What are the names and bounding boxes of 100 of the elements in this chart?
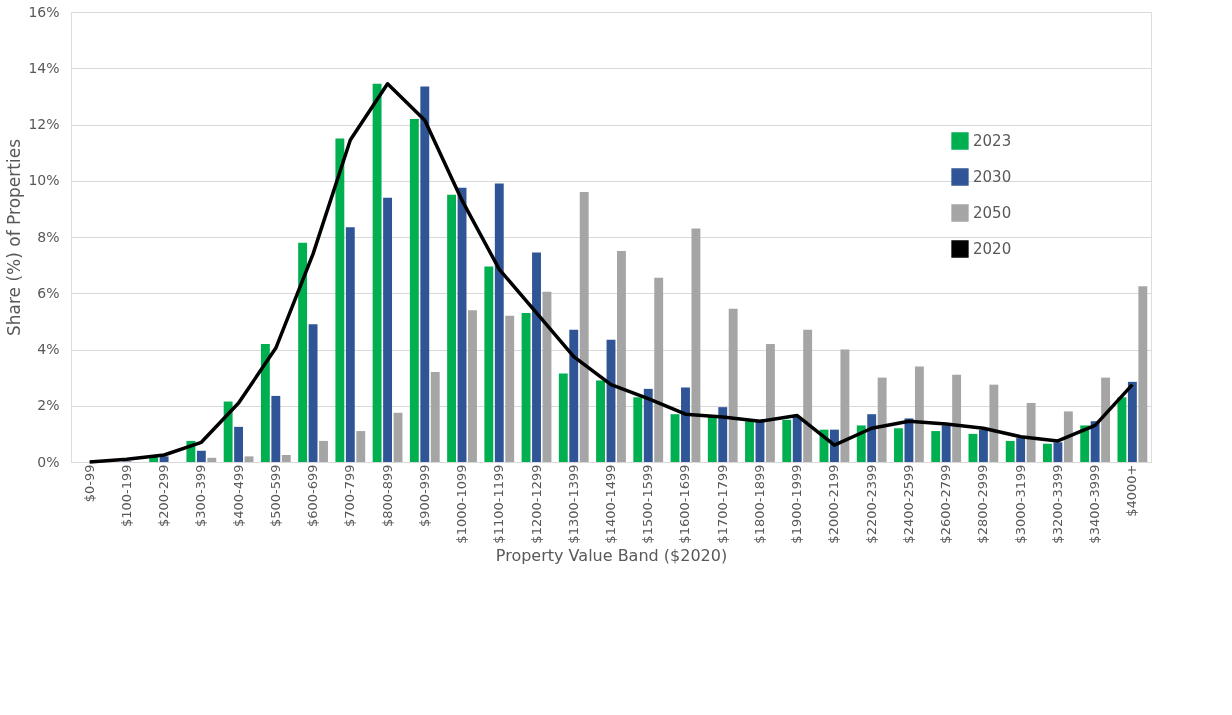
x-tick-label: $1400-1499 bbox=[603, 464, 618, 544]
bar bbox=[681, 387, 690, 462]
bar bbox=[617, 251, 626, 462]
bar bbox=[1005, 440, 1015, 462]
bar bbox=[1090, 421, 1100, 462]
bar bbox=[931, 431, 941, 462]
x-tick-label: $200-299 bbox=[156, 464, 172, 528]
bar bbox=[894, 428, 903, 462]
bar bbox=[728, 308, 738, 462]
bar bbox=[654, 277, 664, 462]
bar bbox=[952, 374, 962, 462]
x-axis-title: Property Value Band ($2020) bbox=[495, 545, 728, 565]
y-tick-label: 12% bbox=[28, 116, 60, 132]
x-tick-label: $700-799 bbox=[342, 464, 358, 528]
bar bbox=[1053, 442, 1063, 462]
line-series bbox=[87, 81, 1135, 464]
x-tick-label: $2600-2799 bbox=[938, 464, 954, 544]
x-tick-label: $2400-2599 bbox=[900, 464, 916, 544]
x-tick-label: $0-99 bbox=[81, 464, 97, 503]
x-tick-label: $1700-1799 bbox=[714, 464, 730, 544]
y-tick-label: 4% bbox=[37, 341, 60, 357]
bar bbox=[271, 395, 281, 462]
bar bbox=[633, 397, 643, 462]
x-tick-label: $1800-1899 bbox=[751, 464, 767, 544]
bar bbox=[803, 329, 813, 462]
bar bbox=[159, 456, 169, 462]
bar bbox=[345, 227, 355, 462]
bar bbox=[989, 384, 999, 462]
x-tick-label: $400-499 bbox=[230, 464, 246, 528]
legend-label: 2050 bbox=[973, 204, 1012, 222]
x-tick-label: $2200-2399 bbox=[863, 464, 879, 544]
bar bbox=[207, 457, 217, 462]
bar bbox=[670, 414, 680, 462]
x-tick-label: $3200-3399 bbox=[1049, 464, 1065, 544]
y-tick-label: 10% bbox=[28, 172, 60, 189]
bar bbox=[840, 349, 850, 462]
bar bbox=[718, 407, 728, 462]
y-tick-label: 16% bbox=[28, 3, 60, 20]
bar bbox=[1117, 397, 1127, 462]
x-tick-label: $1900-1999 bbox=[789, 464, 805, 544]
y-tick-label: 0% bbox=[37, 453, 60, 470]
bar bbox=[877, 377, 887, 462]
bar bbox=[308, 324, 318, 462]
bar bbox=[420, 86, 430, 462]
bar bbox=[521, 312, 531, 462]
x-tick-label: $2000-2199 bbox=[826, 464, 842, 544]
bar bbox=[867, 414, 877, 462]
bar bbox=[532, 252, 541, 462]
bar bbox=[1016, 438, 1026, 462]
x-tick-label: $300-399 bbox=[193, 464, 209, 528]
bar bbox=[643, 388, 653, 462]
x-tick-label: $800-899 bbox=[379, 464, 395, 528]
y-axis-title: Share (%) of Properties bbox=[4, 138, 25, 336]
bar bbox=[372, 83, 382, 462]
bar bbox=[335, 138, 345, 462]
bar bbox=[1138, 286, 1148, 462]
bar bbox=[447, 194, 457, 462]
legend-label: 2020 bbox=[973, 240, 1012, 258]
bar bbox=[914, 366, 924, 462]
bar bbox=[1080, 425, 1090, 462]
bar bbox=[468, 310, 477, 462]
bar bbox=[244, 456, 254, 462]
x-tick-label: $1000-1099 bbox=[454, 464, 470, 544]
bar bbox=[707, 417, 717, 462]
bar bbox=[409, 118, 419, 462]
bar bbox=[223, 401, 233, 462]
x-tick-label: $3400-3999 bbox=[1087, 464, 1103, 544]
bar bbox=[691, 228, 701, 462]
x-tick-label: $1600-1699 bbox=[677, 464, 693, 544]
bar bbox=[558, 373, 568, 462]
y-tick-label: 8% bbox=[37, 228, 60, 245]
bar bbox=[782, 419, 792, 462]
bar bbox=[596, 380, 605, 462]
x-tick-label: $900-999 bbox=[416, 464, 432, 528]
bar bbox=[569, 329, 579, 462]
x-tick-label: $100-199 bbox=[118, 464, 134, 528]
bar bbox=[1063, 411, 1073, 462]
x-tick-label: $1300-1399 bbox=[565, 464, 581, 544]
x-tick-label: $600-699 bbox=[305, 464, 321, 528]
bar bbox=[745, 421, 754, 462]
bar bbox=[484, 266, 494, 462]
bar bbox=[941, 425, 951, 462]
y-tick-label: 14% bbox=[28, 59, 60, 76]
bar bbox=[904, 418, 914, 462]
bar bbox=[968, 433, 978, 462]
bar bbox=[260, 343, 270, 462]
x-tick-label: $1100-1199 bbox=[491, 464, 507, 544]
bar bbox=[393, 412, 403, 462]
y-tick-label: 2% bbox=[37, 397, 60, 414]
bar bbox=[765, 343, 775, 462]
x-tick-label: $2800-2999 bbox=[975, 464, 991, 544]
bar bbox=[298, 242, 308, 462]
bar bbox=[978, 429, 988, 462]
bar bbox=[494, 183, 504, 462]
bar bbox=[1127, 381, 1137, 462]
legend-label: 2030 bbox=[973, 168, 1012, 186]
bar bbox=[234, 426, 244, 462]
bar bbox=[579, 192, 589, 462]
x-tick-label: $1200-1299 bbox=[528, 464, 544, 544]
bar bbox=[792, 417, 802, 462]
